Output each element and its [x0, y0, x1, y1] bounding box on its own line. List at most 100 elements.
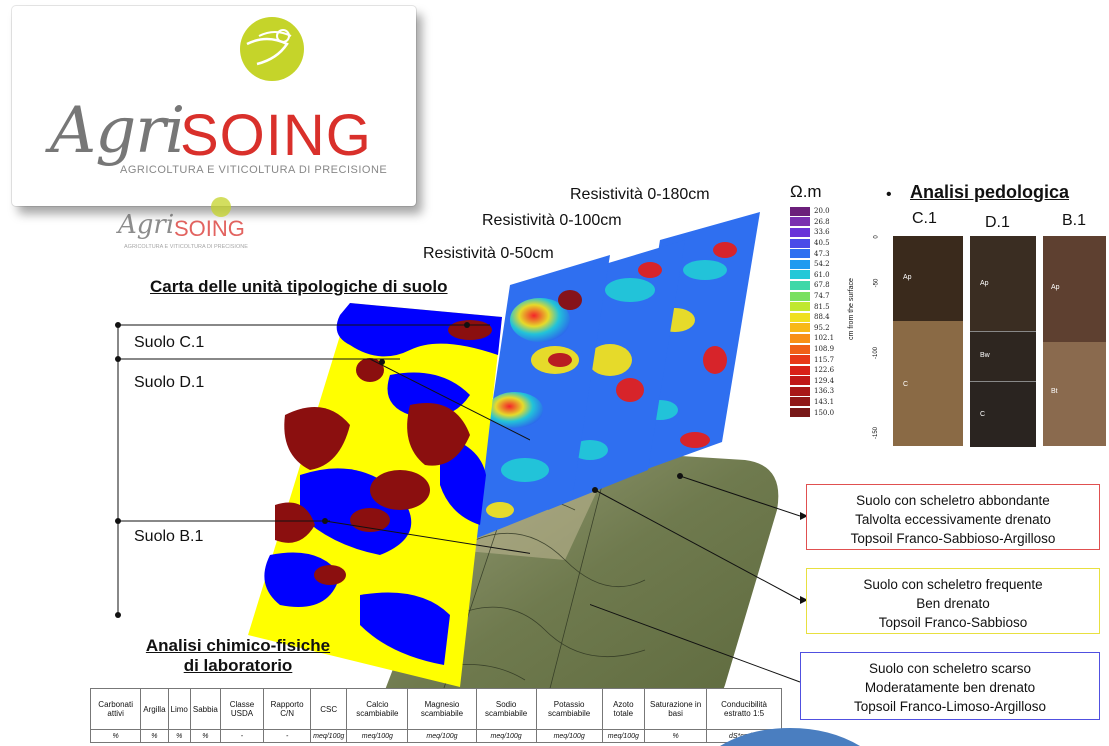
lab-unit-cell: % — [167, 729, 191, 743]
logo-emblem-icon — [240, 17, 304, 81]
profile-c1: Ap C — [893, 236, 963, 446]
bottom-blue-shape — [720, 728, 860, 746]
small-logo-tagline: AGRICOLTURA E VITICOLTURA DI PRECISIONE — [124, 244, 248, 250]
resistivity-panels — [472, 212, 760, 540]
lab-header-cell: Sabbia — [189, 688, 221, 730]
legend-swatch — [790, 302, 810, 312]
legend-swatch — [790, 280, 810, 290]
lab-units-row: %%%% - - meq/100g meq/100g meq/100g meq/100g me… — [89, 729, 782, 743]
resistivity-180-label: Resistività 0-180cm — [570, 186, 710, 203]
description-box-abbondante: Suolo con scheletro abbondante Talvolta … — [806, 484, 1100, 550]
lab-title-line1: Analisi chimico-fisiche — [145, 636, 331, 655]
desc-abbondante-line3: Topsoil Franco-Sabbioso-Argilloso — [850, 531, 1056, 546]
legend-swatch — [790, 408, 810, 418]
suolo-c1-label: Suolo C.1 — [134, 334, 205, 351]
desc-scarso-line3: Topsoil Franco-Limoso-Argilloso — [853, 699, 1047, 714]
legend-row: 88.4 — [790, 312, 834, 323]
lab-header-cell: Potassio scambiabile — [535, 688, 603, 730]
lab-unit-cell: meq/100g — [601, 729, 646, 743]
legend-value: 136.3 — [814, 387, 835, 396]
d1-horizon-ap: Ap — [980, 280, 989, 287]
lab-unit-cell: meq/100g — [475, 729, 537, 743]
legend-row: 122.6 — [790, 365, 834, 376]
lab-unit-cell: % — [140, 729, 169, 743]
legend-swatch — [790, 259, 810, 269]
profile-d1: Ap Bw C — [970, 236, 1036, 447]
legend-swatch — [790, 323, 810, 333]
description-leader-lines — [590, 473, 808, 686]
lab-header-cell: Calcio scambiabile — [346, 688, 409, 730]
logo-agri-text: Agri — [50, 94, 185, 168]
legend-row: 129.4 — [790, 376, 834, 387]
suolo-b1-label: Suolo B.1 — [134, 528, 204, 545]
legend-row: 115.7 — [790, 354, 834, 365]
lab-unit-cell: % — [189, 729, 221, 743]
profile-d1-label: D.1 — [985, 214, 1010, 231]
resistivity-100-label: Resistività 0-100cm — [482, 212, 622, 229]
legend-swatch — [790, 291, 810, 301]
b1-horizon-ap: Ap — [1051, 284, 1060, 291]
c1-horizon-c: C — [903, 381, 909, 388]
desc-frequente-line2: Ben drenato — [916, 596, 990, 611]
legend-row: 74.7 — [790, 291, 834, 302]
legend-row: 54.2 — [790, 259, 834, 270]
lab-unit-cell: meq/100g — [346, 729, 409, 743]
legend-value: 115.7 — [814, 355, 835, 364]
legend-value: 33.6 — [814, 228, 830, 237]
legend-swatch — [790, 249, 810, 259]
d1-horizon-c: C — [980, 411, 986, 418]
legend-row: 136.3 — [790, 386, 834, 397]
lab-unit-cell: - — [263, 729, 312, 743]
legend-row: 20.0 — [790, 206, 834, 217]
lab-header-cell: Argilla — [140, 688, 169, 730]
legend-row: 95.2 — [790, 323, 834, 334]
legend-row: 81.5 — [790, 301, 834, 312]
pedo-tick-150: -150 — [873, 426, 880, 440]
legend-value: 67.8 — [814, 281, 830, 290]
legend-row: 143.1 — [790, 397, 834, 408]
lab-analysis-table: Carbonati attivi Argilla Limo Sabbia Classe … — [89, 688, 782, 743]
logo-soing-text: SOING — [180, 103, 372, 168]
lab-header-cell: Saturazione in basi — [644, 688, 708, 730]
resistivity-legend: 20.0 26.8 33.6 40.5 47.3 54.2 61.0 67.8 74.7 81.5… — [790, 206, 834, 418]
lab-unit-cell: meq/100g — [407, 729, 477, 743]
desc-scarso-line1: Suolo con scheletro scarso — [868, 661, 1032, 676]
legend-swatch — [790, 227, 810, 237]
profile-b1: Ap Bt — [1043, 236, 1106, 446]
lab-unit-cell: % — [89, 729, 142, 743]
suolo-d1-label: Suolo D.1 — [134, 374, 205, 391]
legend-value: 26.8 — [814, 217, 830, 226]
resistivity-50-label: Resistività 0-50cm — [423, 245, 554, 262]
profile-c1-label: C.1 — [912, 210, 937, 227]
legend-value: 108.9 — [814, 345, 835, 354]
b1-horizon-bt: Bt — [1051, 388, 1058, 395]
lab-header-cell: Azoto totale — [601, 688, 646, 730]
logo-tagline: AGRICOLTURA E VITICOLTURA DI PRECISIONE — [120, 164, 388, 176]
legend-value: 81.5 — [814, 302, 830, 311]
legend-row: 61.0 — [790, 270, 834, 281]
legend-swatch — [790, 365, 810, 375]
legend-value: 122.6 — [814, 366, 835, 375]
lab-header-cell: CSC — [310, 688, 348, 730]
lab-unit-cell: meq/100g — [310, 729, 348, 743]
legend-value: 129.4 — [814, 376, 835, 385]
legend-swatch — [790, 270, 810, 280]
lab-title-line2: di laboratorio — [183, 656, 293, 675]
legend-value: 150.0 — [814, 408, 835, 417]
lab-header-cell: Classe USDA — [219, 688, 265, 730]
lab-header-cell: Conducibilità estratto 1:5 — [706, 688, 782, 730]
desc-abbondante-line2: Talvolta eccessivamente drenato — [855, 512, 1051, 527]
legend-row: 67.8 — [790, 280, 834, 291]
legend-swatch — [790, 376, 810, 386]
legend-row: 150.0 — [790, 407, 834, 418]
desc-frequente-line3: Topsoil Franco-Sabbioso — [878, 615, 1028, 630]
legend-swatch — [790, 355, 810, 365]
legend-value: 61.0 — [814, 270, 830, 279]
lab-header-cell: Rapporto C/N — [263, 688, 312, 730]
description-box-frequente: Suolo con scheletro frequente Ben drenat… — [806, 568, 1100, 634]
pedo-axis-title: cm from the surface — [848, 278, 855, 340]
legend-swatch — [790, 344, 810, 354]
lab-header-cell: Carbonati attivi — [89, 688, 142, 730]
pedo-tick-50: -50 — [873, 278, 880, 288]
legend-value: 74.7 — [814, 292, 830, 301]
